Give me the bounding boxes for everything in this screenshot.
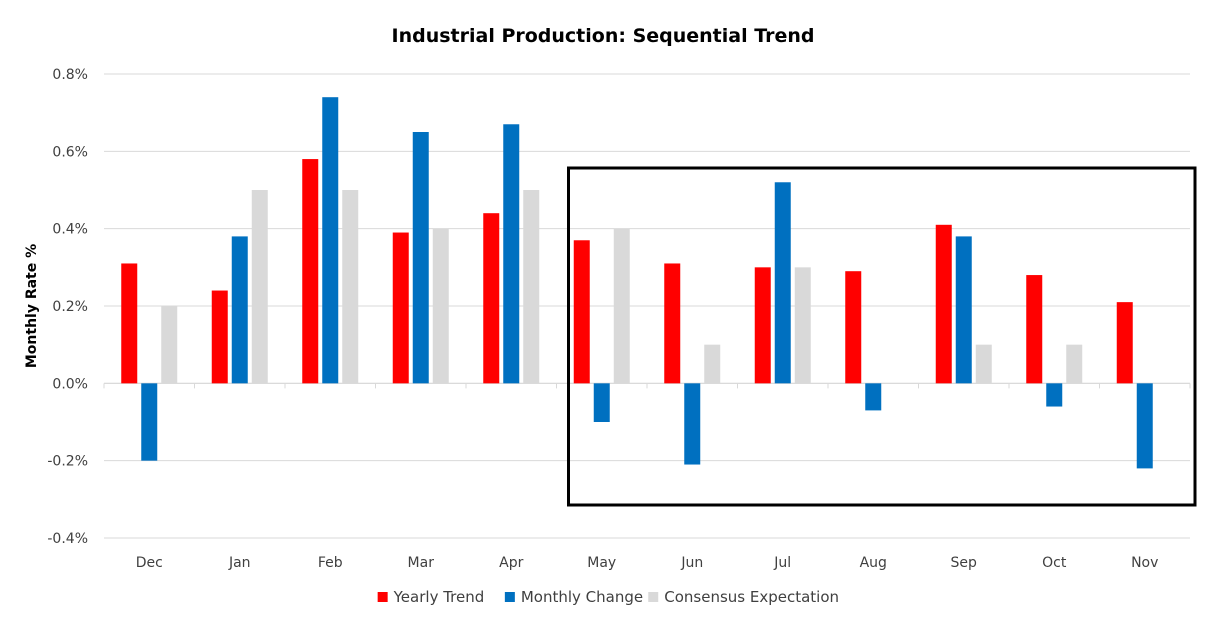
bar-monthly-change	[684, 383, 701, 465]
y-tick-label: 0.6%	[52, 144, 88, 160]
bar-yearly-trend	[121, 263, 138, 384]
x-tick-label: Sep	[951, 555, 978, 571]
bar-consensus-expectation	[975, 344, 992, 384]
chart-title: Industrial Production: Sequential Trend	[392, 25, 815, 47]
x-tick-label: Dec	[136, 555, 163, 571]
highlight-box	[567, 166, 1197, 507]
y-tick-label: 0.2%	[52, 299, 88, 315]
x-tick-label: Jul	[773, 555, 791, 571]
x-axis-ticks: Dec Jan Feb Mar Apr May Jun Jul Aug Sep Oct Nov	[136, 555, 1159, 571]
gridlines	[103, 73, 1191, 539]
x-tick-label: Nov	[1131, 555, 1158, 571]
bar-yearly-trend	[392, 232, 409, 384]
bar-monthly-change	[1046, 383, 1063, 407]
bar-consensus-expectation	[161, 306, 178, 384]
bar-yearly-trend	[1026, 275, 1043, 384]
bar-monthly-change	[955, 236, 972, 384]
legend-label: Monthly Change	[521, 588, 643, 606]
legend: Yearly Trend Monthly Change Consensus Expe…	[377, 588, 839, 606]
bar-consensus-expectation	[523, 190, 540, 384]
bar-consensus-expectation	[1066, 344, 1083, 384]
bar-yearly-trend	[302, 159, 319, 384]
bar-monthly-change	[593, 383, 610, 422]
bar-monthly-change	[412, 132, 429, 384]
bar-yearly-trend	[845, 271, 862, 384]
x-tick-label: Feb	[318, 555, 343, 571]
bar-yearly-trend	[664, 263, 681, 384]
bar-monthly-change	[865, 383, 882, 411]
bar-yearly-trend	[483, 213, 500, 384]
legend-swatch	[648, 592, 659, 602]
bar-yearly-trend	[1116, 302, 1133, 384]
y-tick-label: 0.8%	[52, 67, 88, 83]
y-tick-label: 0.4%	[52, 222, 88, 238]
x-tick-label: Jan	[228, 555, 251, 571]
bar-consensus-expectation	[432, 228, 449, 384]
y-axis-ticks: -0.4% -0.2% 0.0% 0.2% 0.4% 0.6% 0.8%	[47, 67, 88, 547]
bar-monthly-change	[503, 124, 520, 384]
bars	[121, 97, 1153, 469]
bar-yearly-trend	[573, 240, 590, 384]
y-axis-label: Monthly Rate %	[24, 244, 40, 368]
y-tick-label: -0.4%	[47, 531, 88, 547]
bar-yearly-trend	[754, 267, 771, 384]
bar-consensus-expectation	[251, 190, 268, 384]
x-tick-label: Mar	[408, 555, 435, 571]
bar-consensus-expectation	[342, 190, 359, 384]
x-tick-label: Aug	[860, 555, 887, 571]
legend-label: Consensus Expectation	[664, 588, 839, 606]
bar-yearly-trend	[211, 290, 228, 384]
highlight-layer	[567, 166, 1197, 507]
bar-monthly-change	[322, 97, 339, 384]
legend-swatch	[377, 592, 388, 602]
legend-label: Yearly Trend	[393, 588, 485, 606]
bar-consensus-expectation	[704, 344, 721, 384]
x-tick-label: Jun	[680, 555, 703, 571]
bar-consensus-expectation	[794, 267, 811, 384]
legend-swatch	[504, 592, 515, 602]
y-tick-label: -0.2%	[47, 454, 88, 470]
bar-monthly-change	[231, 236, 248, 384]
y-tick-label: 0.0%	[52, 376, 88, 392]
bar-monthly-change	[141, 383, 158, 461]
bar-monthly-change	[1136, 383, 1153, 469]
x-tick-label: May	[587, 555, 616, 571]
x-tick-label: Oct	[1042, 555, 1067, 571]
bar-yearly-trend	[935, 224, 952, 384]
bar-monthly-change	[774, 182, 791, 384]
bar-consensus-expectation	[613, 228, 630, 384]
x-tick-label: Apr	[499, 555, 523, 571]
